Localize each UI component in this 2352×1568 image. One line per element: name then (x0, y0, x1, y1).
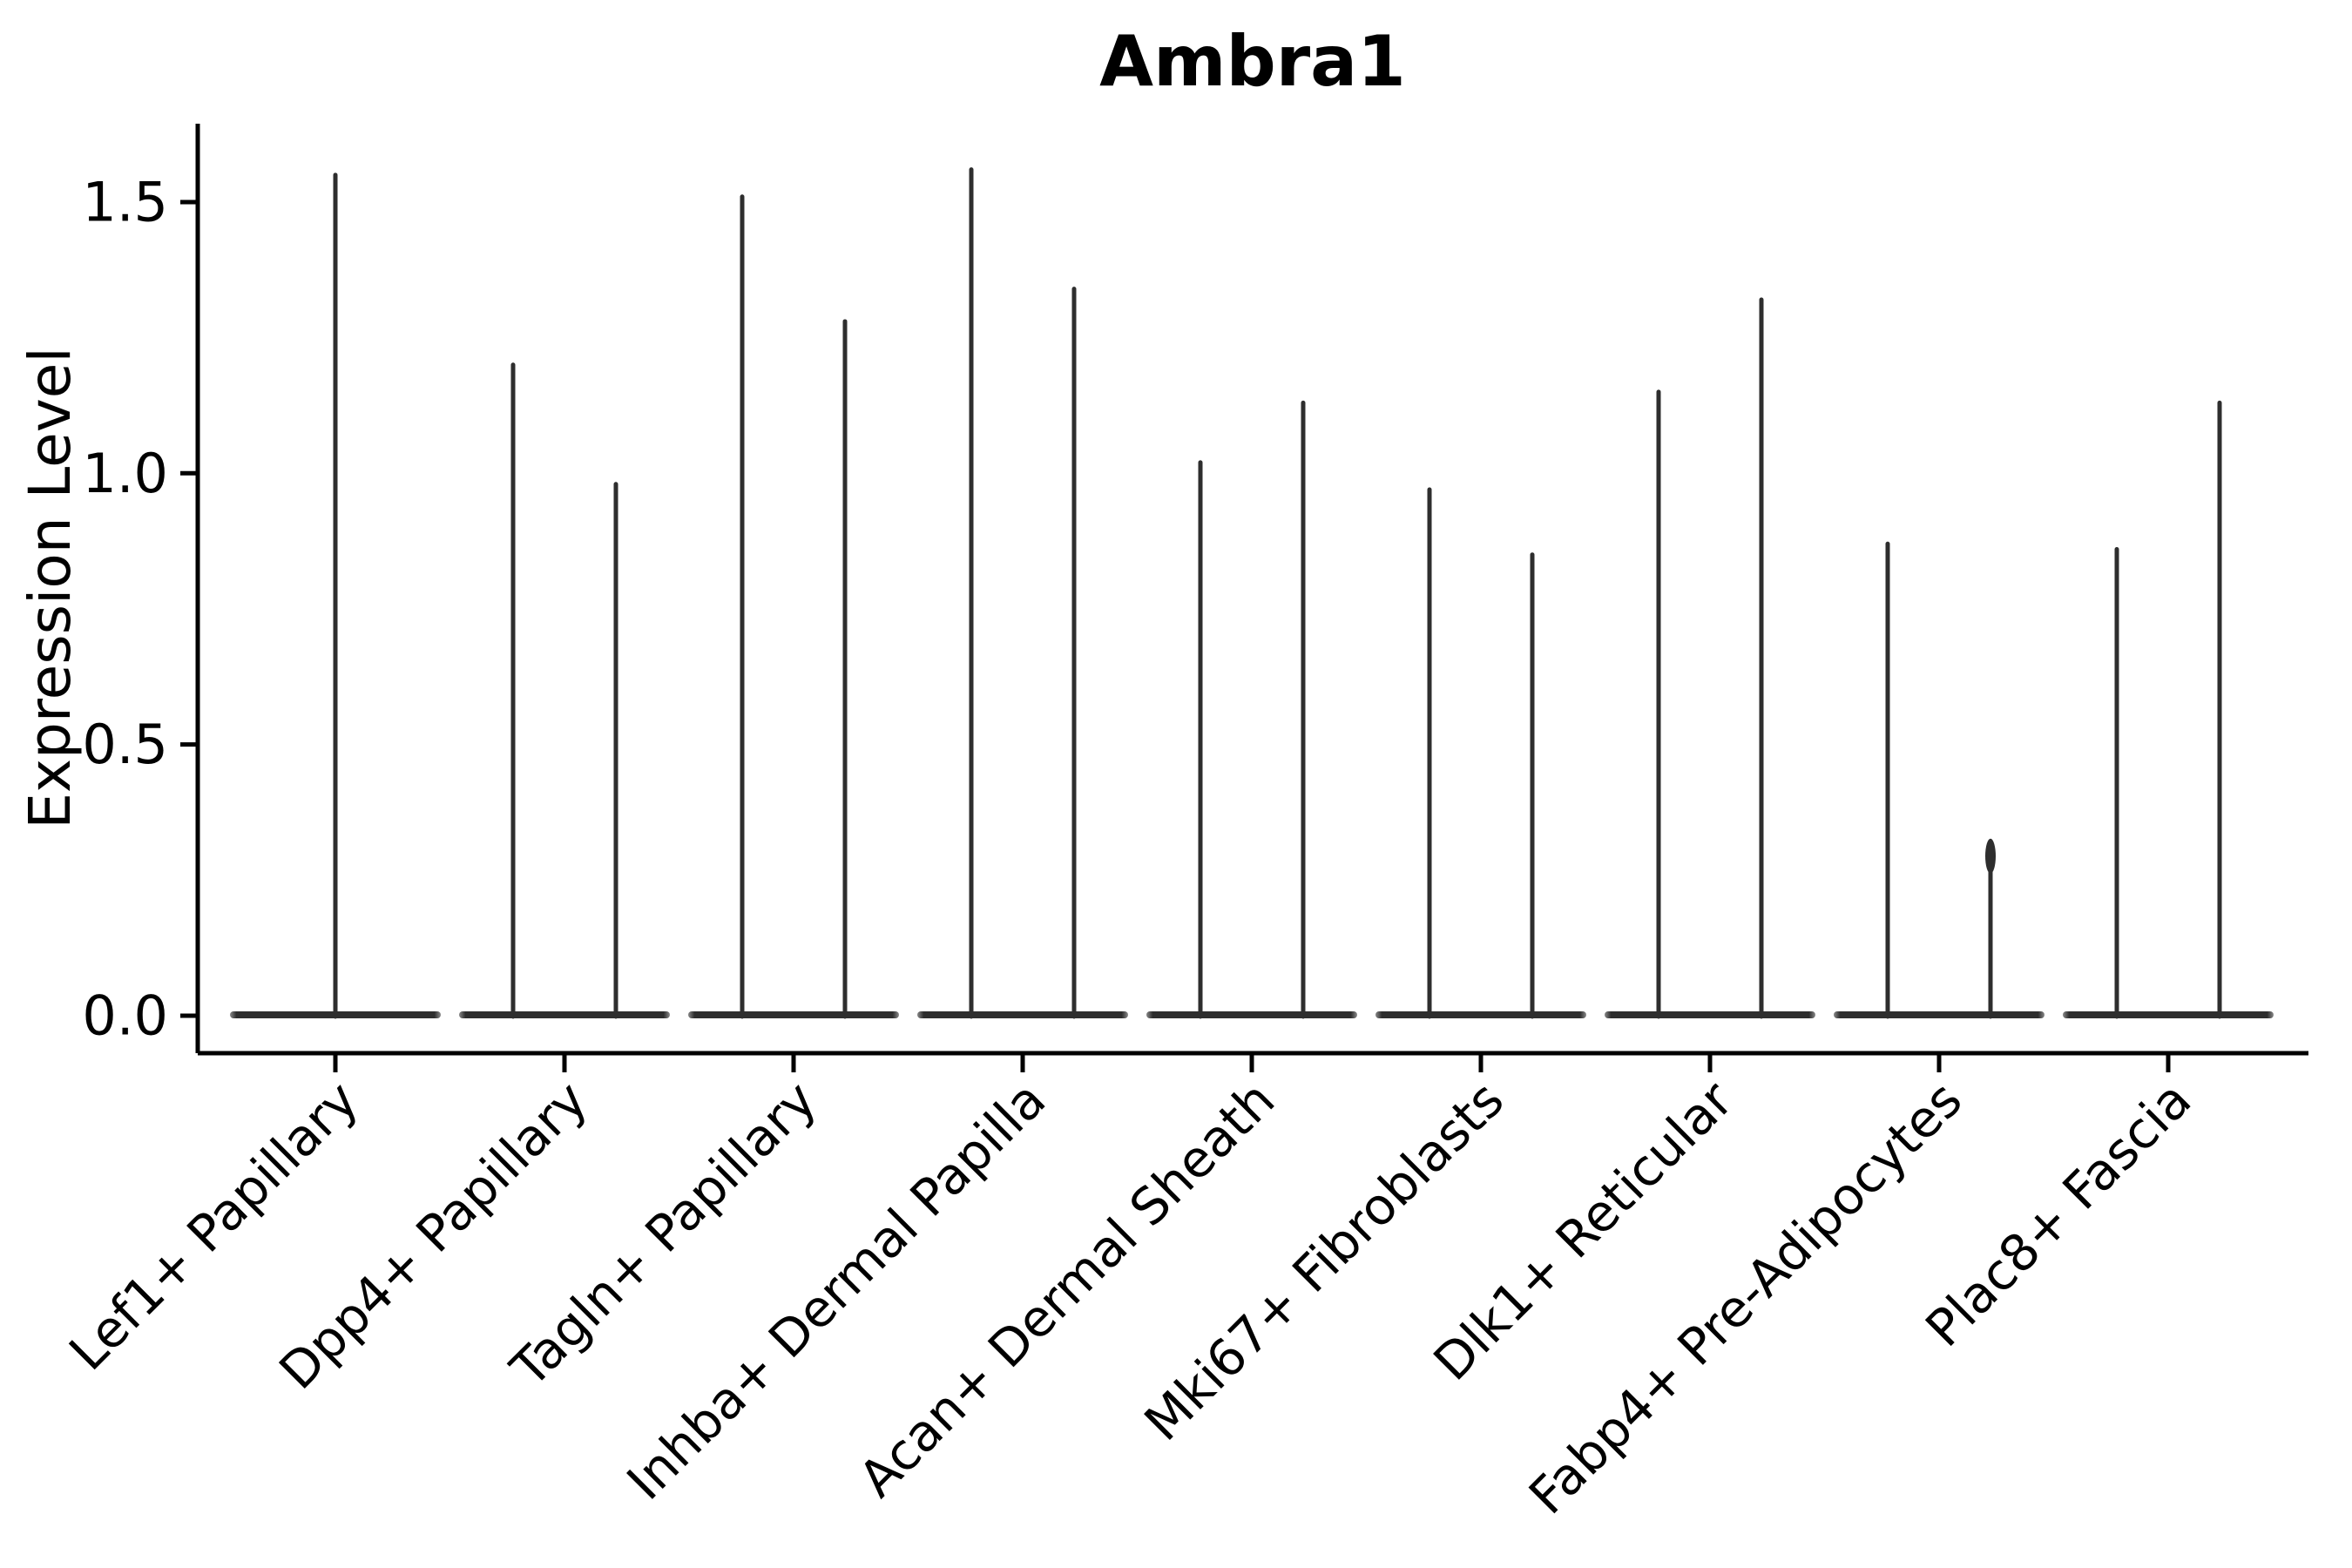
violin-body (1834, 1011, 2044, 1018)
violin-body (917, 1011, 1128, 1018)
x-tick-label: Acan+ Dermal Sheath (848, 1070, 1286, 1508)
y-tick-label: 1.0 (82, 442, 168, 505)
chart-title: Ambra1 (1099, 21, 1406, 102)
y-tick-label: 0.5 (82, 713, 168, 776)
violin-knob (1985, 838, 1996, 874)
violin-body (1605, 1011, 1815, 1018)
x-tick-label: Fabp4+ Pre-Adipocytes (1517, 1070, 1973, 1525)
violin-body (688, 1011, 899, 1018)
y-tick-label: 1.5 (82, 170, 168, 233)
violin-body (1146, 1011, 1357, 1018)
y-axis-label: Expression Level (17, 347, 84, 828)
violin-body (459, 1011, 670, 1018)
x-tick-label: Inhba+ Dermal Papilla (616, 1070, 1058, 1511)
violin-body (1375, 1011, 1586, 1018)
violin-body (2063, 1011, 2274, 1018)
y-tick-label: 0.0 (82, 984, 168, 1048)
